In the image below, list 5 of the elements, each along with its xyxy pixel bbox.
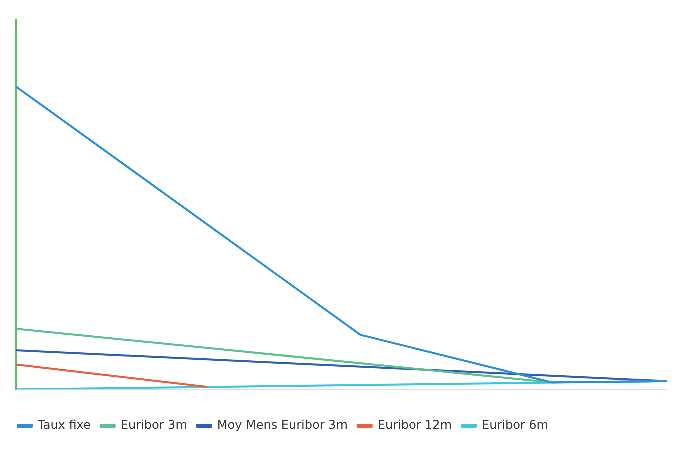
legend-label: Moy Mens Euribor 3m: [217, 418, 348, 432]
legend-label: Euribor 3m: [120, 418, 188, 432]
legend-label: Euribor 6m: [482, 418, 549, 432]
legend-label: Taux fixe: [37, 418, 91, 432]
legend-label: Euribor 12m: [378, 418, 452, 432]
